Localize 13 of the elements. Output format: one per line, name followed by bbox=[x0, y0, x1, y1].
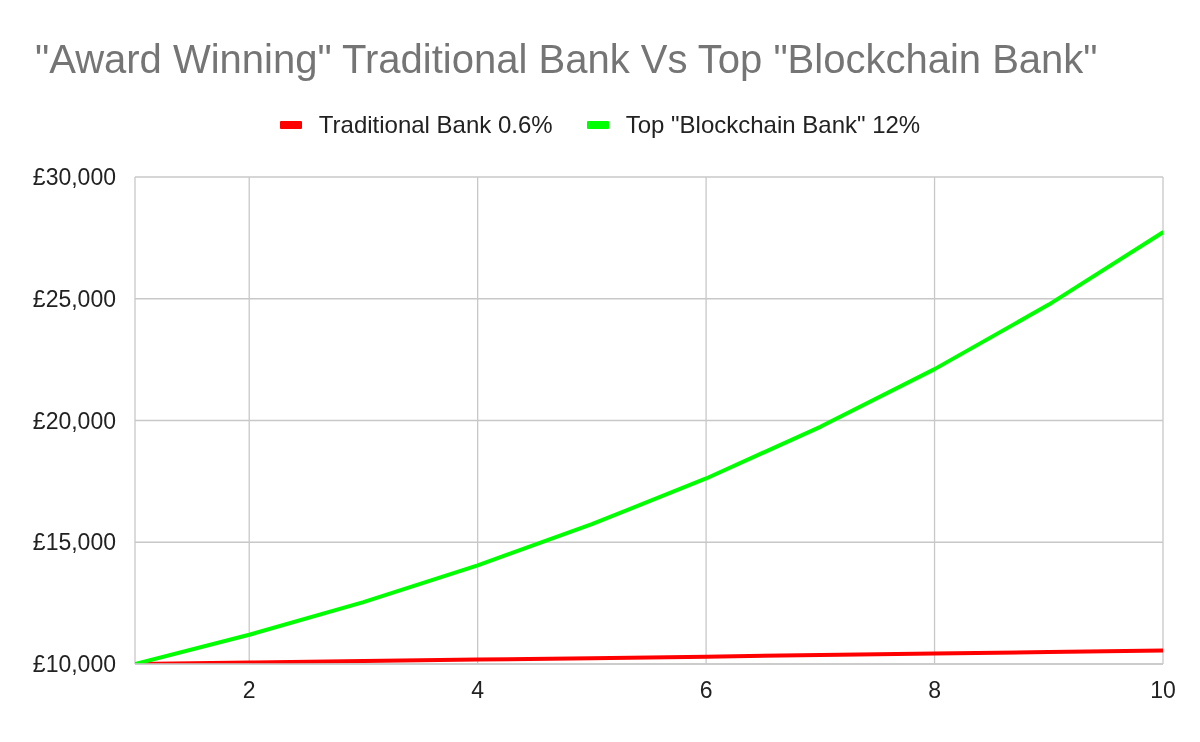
chart-title: "Award Winning" Traditional Bank Vs Top "Blockchain Bank" bbox=[35, 37, 1098, 82]
legend-label: Traditional Bank 0.6% bbox=[318, 111, 553, 139]
y-tick-label: £25,000 bbox=[32, 285, 116, 312]
x-tick-label: 6 bbox=[699, 677, 713, 704]
x-tick-label: 8 bbox=[928, 677, 941, 704]
y-tick-label: £15,000 bbox=[32, 529, 116, 556]
legend-label: Top "Blockchain Bank" 12% bbox=[625, 111, 921, 139]
x-tick-label: 4 bbox=[471, 677, 485, 704]
y-tick-label: £10,000 bbox=[32, 651, 116, 678]
x-tick-label: 10 bbox=[1150, 677, 1176, 704]
x-tick-label: 2 bbox=[242, 677, 256, 704]
y-tick-label: £20,000 bbox=[32, 407, 116, 434]
y-tick-label: £30,000 bbox=[32, 164, 116, 191]
